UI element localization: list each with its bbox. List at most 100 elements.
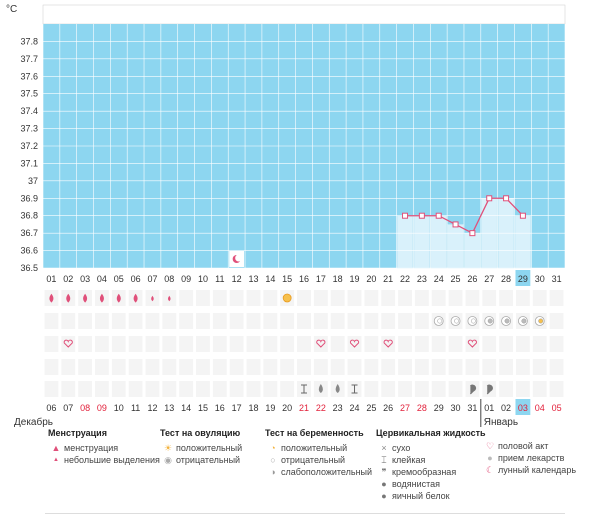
symbol-cell xyxy=(381,381,396,397)
x-tick-label: 25 xyxy=(451,274,461,284)
symbol-cell xyxy=(448,381,463,397)
unit-label: °C xyxy=(6,4,17,15)
symbol-cell xyxy=(263,313,278,329)
symbol-cell xyxy=(44,359,59,375)
x-tick-label: 26 xyxy=(467,274,477,284)
symbol-cell xyxy=(330,290,345,306)
symbol-cell xyxy=(431,381,446,397)
y-tick-label: 37.2 xyxy=(20,141,38,151)
symbol-cell xyxy=(263,381,278,397)
plot-top-space xyxy=(42,4,566,25)
test-icon-inner xyxy=(454,318,459,324)
symbol-cell xyxy=(196,290,210,306)
symbol-cell xyxy=(95,381,109,397)
symbol-cell xyxy=(347,313,362,329)
symbol-cell xyxy=(145,359,160,375)
symbol-cell xyxy=(78,359,93,375)
symbol-cell xyxy=(145,381,160,397)
drop-icon: ▲ xyxy=(51,443,61,453)
heart-icon xyxy=(63,339,73,348)
x-bottom-tick-label: 20 xyxy=(282,403,292,413)
moon-icon-cut xyxy=(235,254,243,262)
legend-pregnancy: Тест на беременность ◔ положительный ○ отр… xyxy=(265,428,372,478)
symbol-cell xyxy=(78,313,93,329)
temperature-point xyxy=(469,230,476,237)
symbol-cell xyxy=(229,359,244,375)
legend-menstruation-title: Менструация xyxy=(48,428,107,438)
symbol-cell xyxy=(398,336,412,352)
symbol-cell xyxy=(465,359,480,375)
symbol-cell xyxy=(398,381,412,397)
symbol-cell xyxy=(482,359,497,375)
y-tick-label: 36.6 xyxy=(20,246,38,256)
test-icon-inner xyxy=(538,318,544,324)
symbol-cell xyxy=(515,290,530,306)
symbol-cell xyxy=(330,336,345,352)
watery-icon xyxy=(335,384,340,393)
pill-icon: ● xyxy=(487,453,493,463)
temperature-bar xyxy=(430,215,447,269)
symbol-cell xyxy=(111,313,126,329)
x-tick-label: 29 xyxy=(518,274,528,284)
symbol-cell xyxy=(212,359,227,375)
creamy-icon xyxy=(469,384,477,395)
month-label-left: Декабрь xyxy=(14,416,53,428)
symbol-cell xyxy=(44,336,59,352)
x-tick-label: 08 xyxy=(164,274,174,284)
y-tick-label: 37.7 xyxy=(20,54,38,64)
x-tick-label: 10 xyxy=(198,274,208,284)
symbol-cell xyxy=(549,359,564,375)
symbol-cell xyxy=(381,359,396,375)
test-icon-inner xyxy=(470,318,476,324)
symbol-cell xyxy=(145,313,160,329)
symbol-cell xyxy=(95,359,109,375)
symbol-cell xyxy=(128,313,143,329)
y-tick-label: 37.5 xyxy=(20,89,38,99)
x-bottom-tick-label: 18 xyxy=(248,403,258,413)
temperature-point xyxy=(519,212,526,219)
x-bottom-tick-label: 06 xyxy=(46,403,56,413)
x-bottom-tick-label: 10 xyxy=(114,403,124,413)
legend-ovulation-item: положительный xyxy=(176,443,243,453)
sun-negative-icon: ◉ xyxy=(164,454,172,465)
drop-icon xyxy=(49,293,54,303)
selected-day-bottom xyxy=(515,399,531,415)
symbol-cell xyxy=(381,313,396,329)
x-bottom-tick-label: 08 xyxy=(80,403,90,413)
symbol-cell xyxy=(532,290,547,306)
drop-icon xyxy=(66,293,71,303)
heart-icon: ♡ xyxy=(485,440,495,451)
symbol-cell xyxy=(61,359,76,375)
temperature-point xyxy=(486,195,493,202)
symbol-cell xyxy=(212,313,227,329)
legend-fluid-item: кремообразная xyxy=(392,467,457,477)
symbol-cell xyxy=(549,336,564,352)
legend-other-item: половой акт xyxy=(498,441,549,451)
symbol-cell xyxy=(313,313,328,329)
x-bottom-tick-label: 21 xyxy=(299,403,309,413)
symbol-cell xyxy=(179,290,194,306)
test-icon-inner xyxy=(487,318,493,324)
x-tick-label: 07 xyxy=(147,274,157,284)
symbol-cell xyxy=(111,336,126,352)
symbol-cell xyxy=(229,290,244,306)
watery-icon xyxy=(318,384,323,393)
x-bottom-tick-label: 11 xyxy=(131,403,140,413)
x-tick-label: 01 xyxy=(46,274,56,284)
temperature-point xyxy=(452,221,459,228)
symbol-cell xyxy=(532,381,547,397)
y-tick-label: 36.5 xyxy=(20,263,38,273)
symbol-cell xyxy=(280,359,295,375)
legend-menstruation: Менструация ▲ менструация ▲ небольшие выде… xyxy=(48,428,160,466)
x-bottom-tick-label: 24 xyxy=(350,403,360,413)
symbol-cell xyxy=(162,359,177,375)
x-tick-label: 06 xyxy=(131,274,141,284)
temperature-point xyxy=(418,212,425,219)
x-bottom-tick-label: 31 xyxy=(467,403,477,413)
symbol-cell xyxy=(431,336,446,352)
sticky-icon: ⌶ xyxy=(381,454,387,465)
symbol-cell xyxy=(111,381,126,397)
legend-fluid-item: яичный белок xyxy=(392,491,450,501)
x-bottom-tick-label: 22 xyxy=(316,403,326,413)
symbol-cell xyxy=(414,336,429,352)
